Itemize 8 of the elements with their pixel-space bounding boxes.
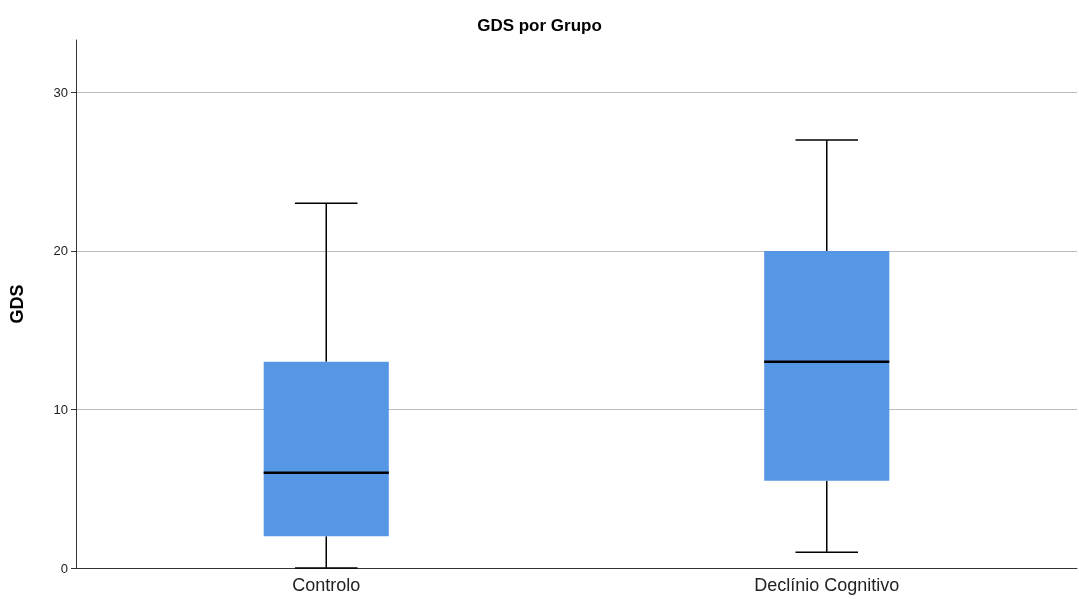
x-tick-label: Controlo — [292, 575, 361, 595]
y-tick-label: 30 — [53, 84, 68, 100]
x-tick-label: Declínio Cognitivo — [754, 575, 900, 595]
y-axis-title: GDS — [7, 284, 27, 324]
y-tick-label: 0 — [60, 560, 68, 576]
y-tick-label: 10 — [53, 401, 68, 417]
y-tick-label: 20 — [53, 243, 68, 259]
chart-title: GDS por Grupo — [477, 16, 602, 35]
